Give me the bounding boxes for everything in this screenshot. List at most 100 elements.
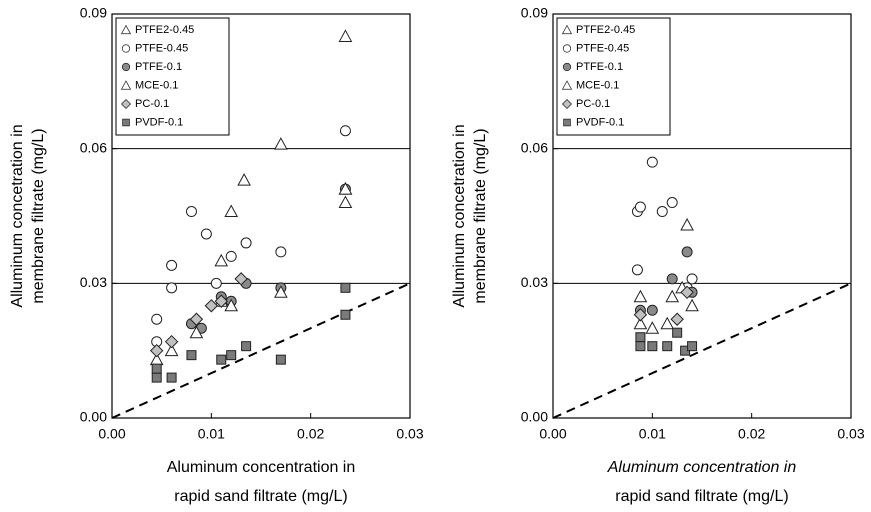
marker — [633, 308, 648, 322]
marker — [274, 137, 288, 150]
marker — [214, 294, 228, 308]
marker — [120, 24, 132, 35]
marker — [216, 354, 227, 365]
marker — [122, 118, 130, 127]
legend-label: PTFE-0.45 — [576, 42, 629, 54]
marker — [166, 259, 178, 271]
marker — [686, 273, 698, 285]
marker — [224, 298, 239, 312]
marker — [680, 217, 694, 231]
x-tick-label: 0.02 — [297, 426, 324, 442]
marker — [186, 350, 197, 361]
legend-label: PTFE-0.1 — [135, 61, 182, 73]
marker — [226, 350, 237, 361]
x-tick-label: 0.03 — [396, 426, 423, 442]
legend-label: PTFE-0.1 — [576, 61, 623, 73]
panel: 0.00 0.03 0.06 0.09 0.00 0.01 0.02 0.03 Aluminum… — [451, 5, 865, 506]
y-axis-label: membrane filtrate (mg/L) — [472, 128, 489, 303]
x-tick-label: 0.00 — [98, 426, 125, 442]
marker — [189, 325, 204, 339]
marker — [672, 327, 683, 338]
legend-label: PVDF-0.1 — [576, 116, 624, 128]
marker — [224, 204, 239, 218]
marker — [561, 80, 573, 90]
marker — [656, 206, 668, 218]
marker — [166, 282, 178, 294]
legend-label: MCE-0.1 — [135, 79, 178, 91]
marker — [631, 264, 643, 276]
marker — [149, 343, 164, 358]
marker — [670, 312, 684, 326]
x-axis-label: Aluminum concentration in — [167, 459, 356, 476]
marker — [647, 341, 658, 352]
marker — [561, 98, 573, 110]
marker — [189, 312, 204, 326]
x-tick-label: 0.03 — [837, 426, 864, 442]
marker — [338, 195, 353, 209]
marker — [562, 62, 572, 72]
marker — [121, 44, 131, 53]
marker — [240, 237, 252, 249]
x-axis-label: rapid sand filtrate (mg/L) — [615, 488, 788, 505]
x-tick-label: 0.01 — [198, 426, 225, 442]
marker — [635, 332, 646, 343]
x-axis-label: rapid sand filtrate (mg/L) — [174, 488, 347, 505]
one-to-one-line — [552, 282, 852, 419]
marker — [666, 197, 678, 209]
legend: PTFE2-0.45 PTFE-0.45 PTFE-0.1 MCE-0.1 PC-0.1… — [556, 17, 671, 136]
one-to-one-line — [111, 282, 411, 419]
y-tick-label: 0.03 — [521, 274, 548, 290]
marker — [633, 289, 648, 303]
marker — [685, 298, 699, 312]
legend-label: PC-0.1 — [576, 98, 610, 110]
marker — [120, 98, 132, 110]
marker — [665, 289, 680, 303]
marker — [562, 44, 572, 53]
marker — [561, 24, 573, 35]
legend: PTFE2-0.45 PTFE-0.45 PTFE-0.1 MCE-0.1 PC-0.1… — [115, 17, 230, 136]
y-tick-label: 0.03 — [80, 274, 107, 290]
y-tick-label: 0.00 — [521, 409, 548, 425]
marker — [120, 80, 132, 90]
marker — [340, 309, 351, 320]
marker — [563, 118, 571, 127]
x-axis-label: Aluminum concentration in — [607, 459, 797, 476]
x-tick-label: 0.01 — [639, 426, 666, 442]
legend-label: PTFE2-0.45 — [576, 24, 635, 36]
marker — [166, 372, 177, 383]
panel: 0.00 0.03 0.06 0.09 0.00 0.01 0.02 0.03 Aluminum… — [9, 5, 424, 506]
marker — [660, 316, 675, 330]
marker — [274, 285, 288, 298]
marker — [680, 285, 694, 300]
marker — [164, 343, 179, 357]
marker — [121, 62, 131, 72]
marker — [646, 304, 658, 316]
marker — [225, 250, 237, 262]
marker — [338, 182, 353, 195]
marker — [634, 201, 646, 213]
y-tick-label: 0.09 — [521, 5, 548, 21]
marker — [275, 246, 287, 258]
legend-label: PTFE-0.45 — [135, 42, 188, 54]
y-tick-label: 0.06 — [521, 139, 548, 155]
marker — [151, 372, 162, 383]
marker — [645, 321, 660, 334]
y-axis-label: membrane filtrate (mg/L) — [30, 128, 47, 303]
y-tick-label: 0.09 — [80, 5, 107, 21]
marker — [635, 341, 646, 352]
plot-frame — [111, 13, 411, 419]
y-axis-label: Alluminum concetration in — [9, 124, 26, 307]
marker — [666, 273, 678, 285]
marker — [151, 313, 163, 325]
legend-frame — [115, 17, 230, 136]
marker — [204, 299, 219, 313]
plot-frame — [552, 13, 852, 419]
legend-frame — [556, 17, 671, 136]
marker — [151, 363, 162, 374]
marker — [681, 246, 693, 258]
y-axis-label: Alluminum concetration in — [451, 124, 468, 307]
marker — [214, 253, 229, 267]
x-tick-label: 0.00 — [539, 426, 566, 442]
marker — [237, 173, 251, 186]
legend-label: PVDF-0.1 — [135, 116, 183, 128]
